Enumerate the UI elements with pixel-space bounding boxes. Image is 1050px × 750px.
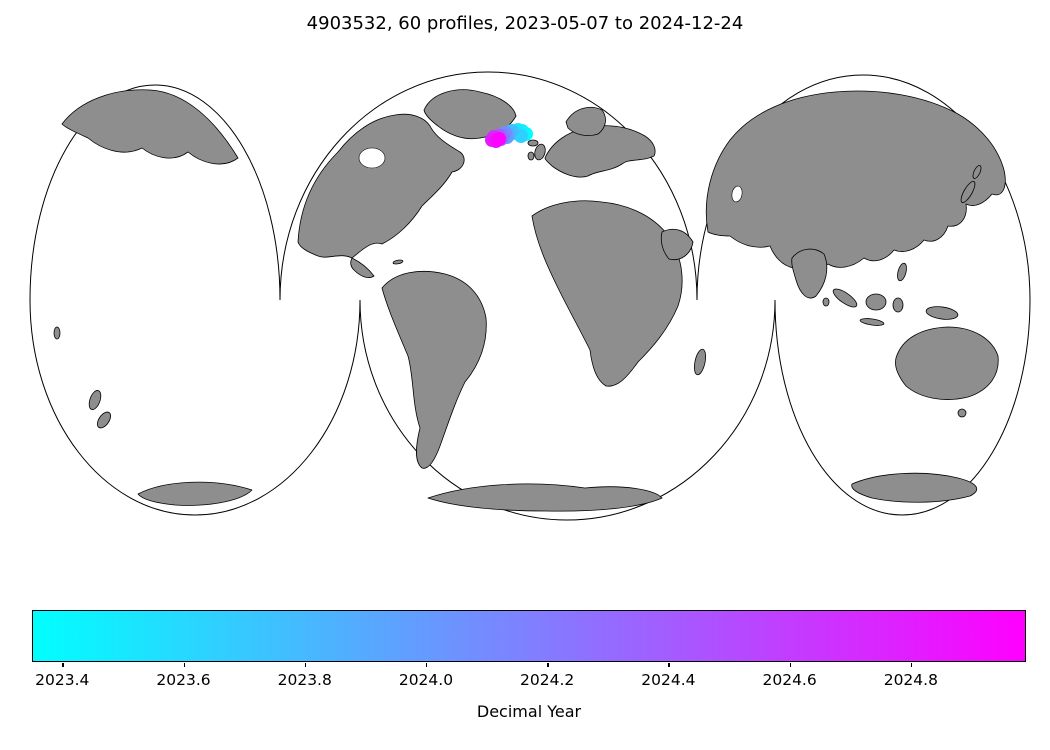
colorbar-tick-mark [547, 663, 549, 667]
arabia [660, 228, 694, 261]
island-ireland [527, 151, 535, 161]
island-new-zealand-south [97, 411, 111, 429]
continent-north-america [297, 113, 465, 259]
colorbar-tick-mark [62, 663, 64, 667]
island-borneo [865, 293, 887, 311]
island-java [859, 318, 885, 326]
hudson-bay [358, 147, 386, 169]
colorbar-tick-mark [425, 663, 428, 667]
profile-point [492, 132, 506, 146]
colorbar-tick-label: 2024.2 [520, 671, 575, 689]
island-sumatra [832, 288, 858, 308]
central-america [350, 257, 375, 278]
india [791, 248, 828, 299]
scandinavia [565, 106, 606, 136]
world-map [29, 71, 1031, 521]
colorbar-tick-label: 2024.4 [641, 671, 696, 689]
caspian-sea [731, 185, 743, 203]
colorbar-tick-label: 2024.6 [762, 671, 817, 689]
island-tasmania [957, 408, 967, 418]
continent-asia [705, 90, 1006, 274]
colorbar-tick-mark [304, 663, 307, 667]
island-iceland [527, 139, 539, 147]
continent-australia [895, 326, 999, 400]
island-sulawesi [892, 297, 904, 313]
colorbar [32, 610, 1026, 662]
island-new-zealand-north [88, 390, 102, 410]
colorbar-tick-mark [910, 663, 913, 667]
island-pacific-1 [53, 326, 61, 340]
continent-south-america [381, 271, 487, 469]
island-new-guinea [925, 306, 959, 320]
island-japan-main [960, 181, 976, 203]
colorbar-tick-label: 2023.8 [277, 671, 332, 689]
island-madagascar [694, 348, 706, 376]
colorbar-tick-label: 2023.4 [35, 671, 90, 689]
colorbar-tick-mark [789, 663, 791, 667]
colorbar-tick-mark [668, 663, 670, 667]
profile-points [485, 123, 533, 148]
antarctica-right [851, 472, 978, 503]
island-britain [534, 143, 546, 161]
island-sri-lanka [822, 297, 830, 307]
figure-title: 4903532, 60 profiles, 2023-05-07 to 2024… [306, 13, 744, 34]
island-philippines [897, 262, 907, 282]
colorbar-tick-label: 2024.0 [398, 671, 454, 689]
colorbar-tick-mark [183, 663, 185, 667]
antarctica-left [137, 481, 253, 506]
colorbar-tick-label: 2023.6 [156, 671, 211, 689]
continent-alaska-bering [61, 89, 239, 165]
colorbar-axis-label: Decimal Year [476, 702, 582, 721]
island-japan-north [972, 165, 982, 179]
continent-africa [531, 200, 683, 387]
colorbar-tick-label: 2024.8 [883, 671, 938, 689]
continents [53, 89, 1006, 512]
island-cuba [392, 259, 404, 265]
antarctica-middle [427, 483, 663, 512]
